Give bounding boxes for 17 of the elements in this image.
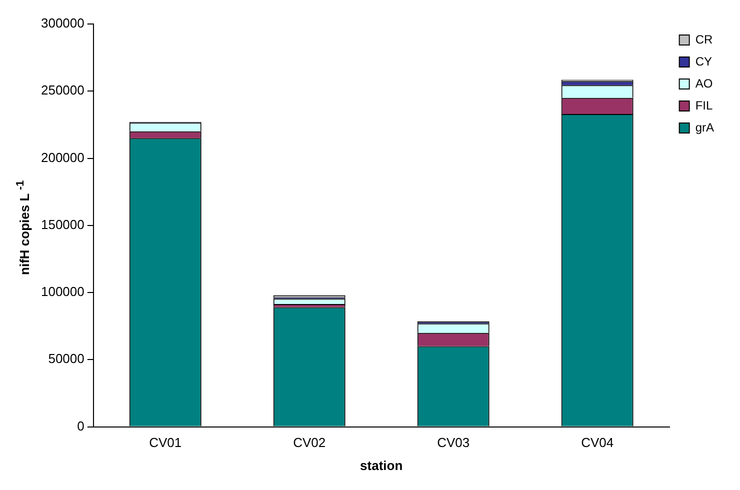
- y-tick-label: 100000: [40, 284, 84, 300]
- legend-label: grA: [695, 120, 714, 134]
- y-tick-label: 250000: [40, 82, 84, 98]
- legend-label: CR: [695, 32, 713, 46]
- y-tick-label: 0: [77, 418, 84, 434]
- y-tick-label: 300000: [40, 16, 84, 31]
- x-tick-label: CV03: [437, 435, 470, 450]
- x-axis-title: station: [360, 458, 403, 473]
- y-tick-label: 200000: [40, 150, 84, 165]
- y-tick-label: 50000: [48, 351, 84, 366]
- legend-label: CY: [695, 54, 712, 68]
- legend-label: FIL: [695, 98, 713, 112]
- y-tick-label: 150000: [40, 216, 84, 232]
- legend-label: AO: [695, 76, 713, 90]
- x-tick-label: CV04: [581, 435, 614, 450]
- x-tick-label: CV01: [149, 435, 182, 450]
- x-tick-label: CV02: [293, 435, 326, 450]
